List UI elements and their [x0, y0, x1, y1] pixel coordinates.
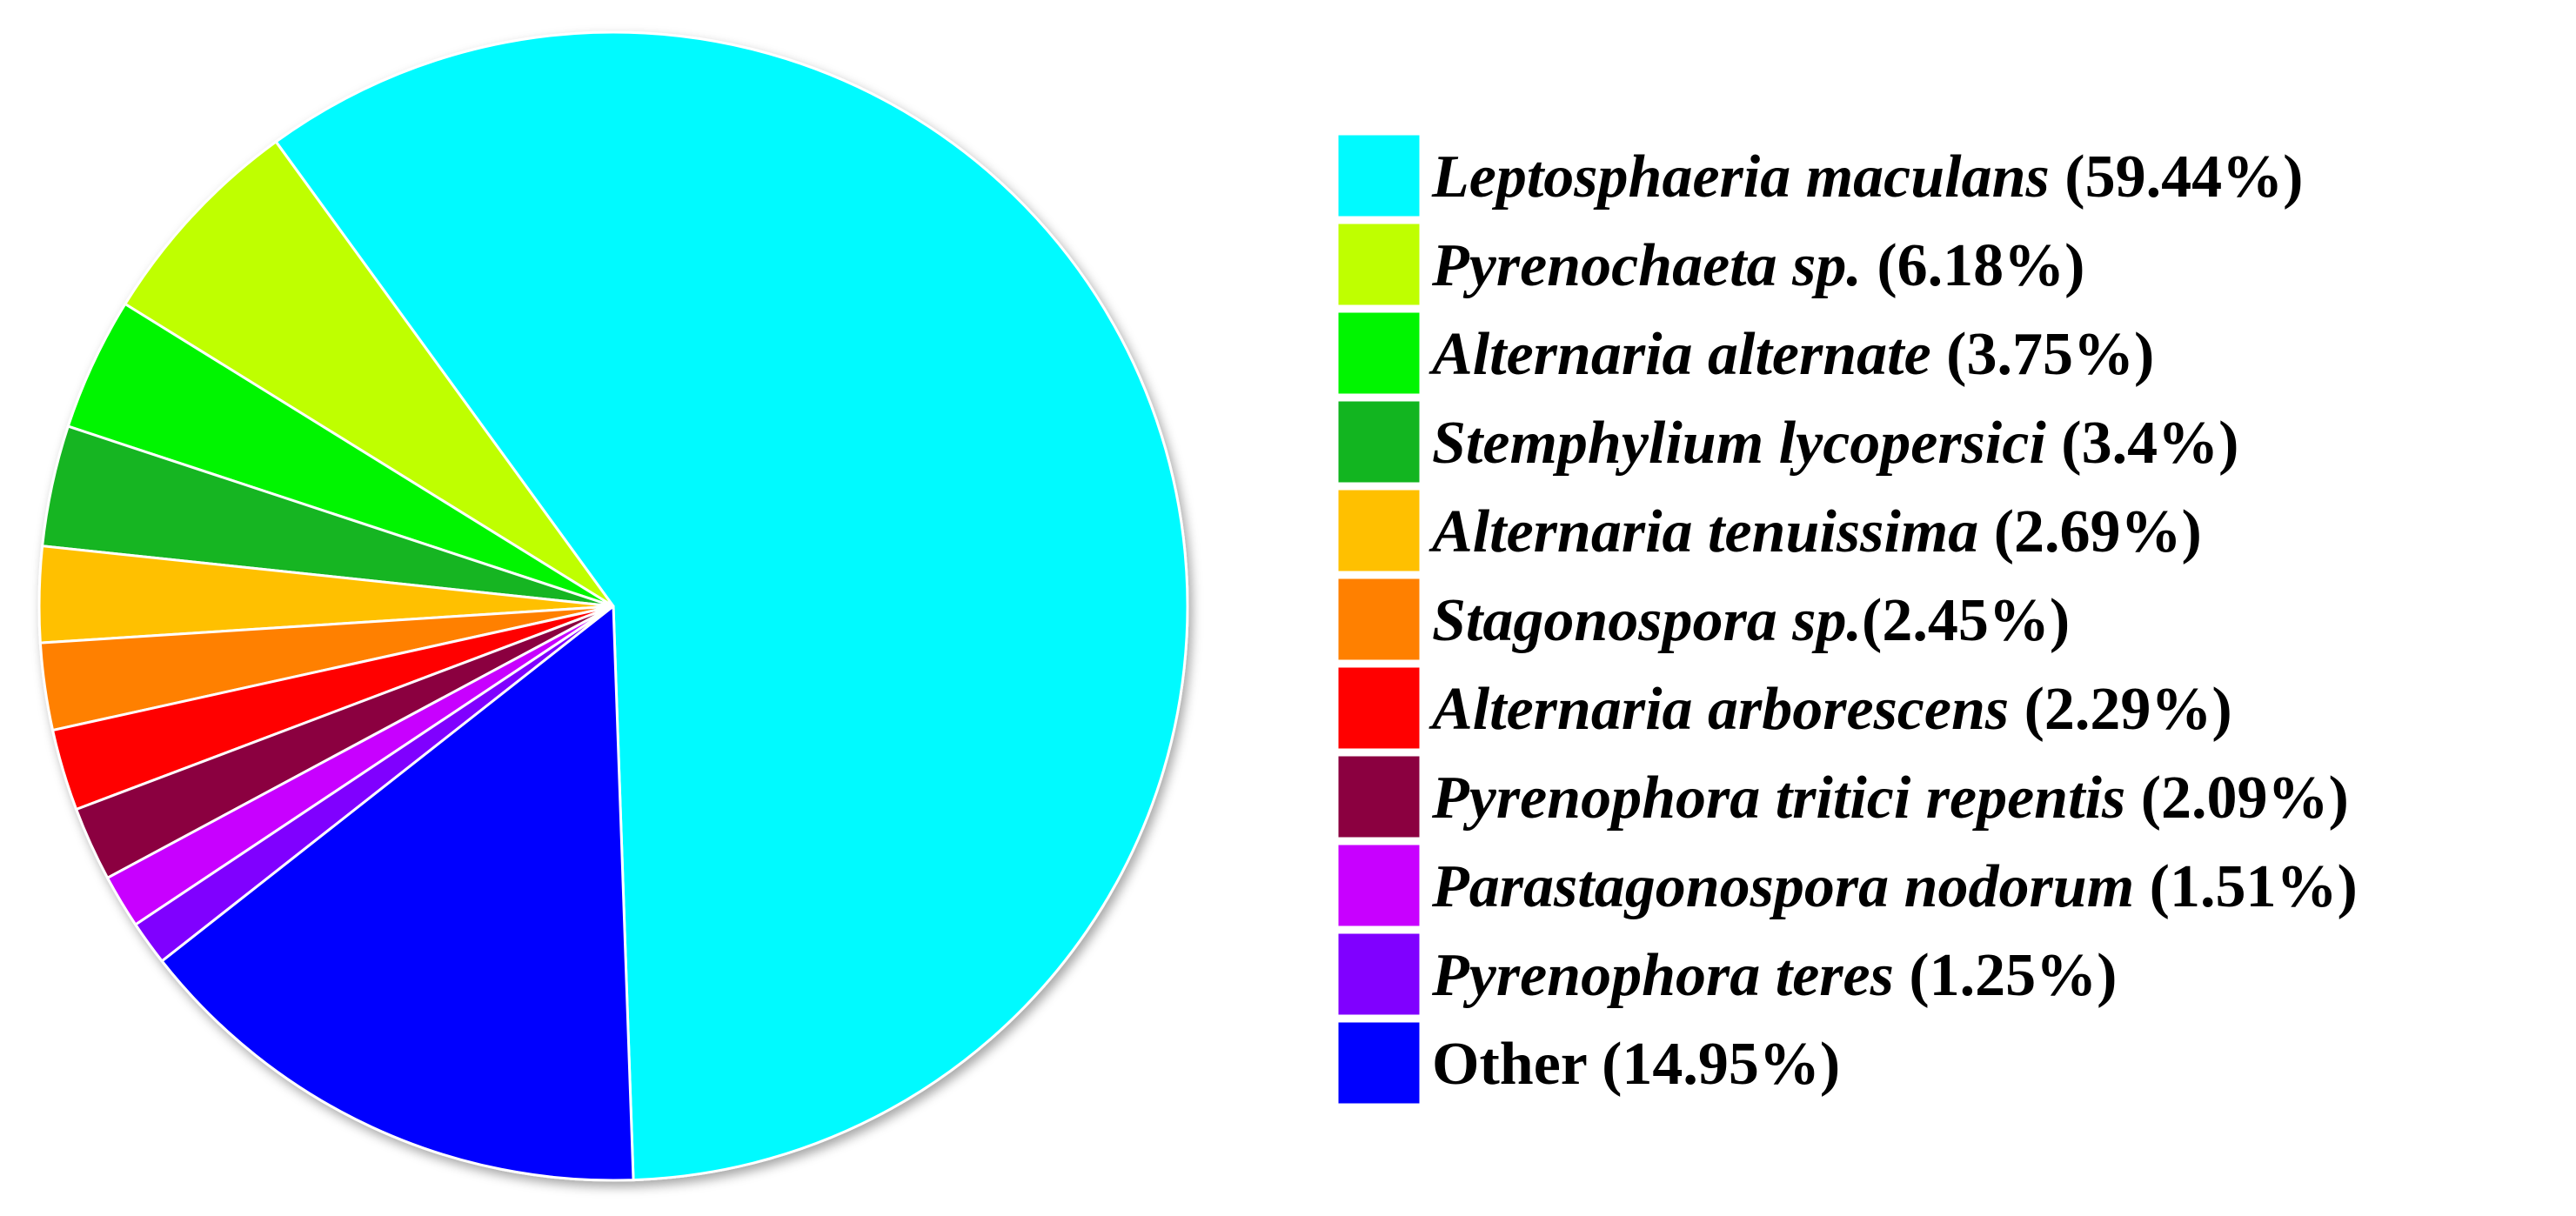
legend-percentage-1: (6.18%): [1862, 232, 2085, 299]
legend-percentage-0: (59.44%): [2050, 144, 2304, 210]
legend-species-name-4: Alternaria tenuissima: [1429, 498, 1978, 565]
legend-swatch-10: [1335, 1019, 1422, 1106]
legend-species-name-9: Pyrenophora teres: [1431, 942, 1894, 1009]
legend-swatch-6: [1335, 665, 1422, 752]
legend-label-0: Leptosphaeria maculans (59.44%): [1431, 144, 2303, 210]
legend-swatch-5: [1335, 576, 1422, 663]
legend-percentage-5: (2.45%): [1862, 587, 2070, 654]
legend-label-2: Alternaria alternate (3.75%): [1429, 321, 2154, 388]
legend-swatch-8: [1335, 842, 1422, 929]
legend-species-name-0: Leptosphaeria maculans: [1431, 144, 2050, 210]
legend-species-name-6: Alternaria arborescens: [1429, 676, 2009, 743]
pie-slice-0: [274, 30, 1189, 1182]
legend: Leptosphaeria maculans (59.44%) Pyrenocha…: [1335, 132, 2358, 1106]
legend-label-9: Pyrenophora teres (1.25%): [1431, 942, 2117, 1009]
legend-label-10: Other (14.95%): [1432, 1031, 1840, 1098]
legend-species-name-1: Pyrenochaeta sp.: [1431, 232, 1862, 299]
legend-swatch-9: [1335, 931, 1422, 1018]
legend-percentage-8: (1.51%): [2134, 853, 2358, 920]
pie-slices: [37, 30, 1189, 1182]
legend-swatch-4: [1335, 487, 1422, 574]
legend-percentage-4: (2.69%): [1978, 498, 2202, 565]
legend-percentage-3: (3.4%): [2046, 410, 2239, 477]
legend-label-7: Pyrenophora tritici repentis (2.09%): [1431, 765, 2349, 832]
legend-percentage-2: (3.75%): [1931, 321, 2155, 388]
legend-percentage-7: (2.09%): [2125, 765, 2349, 832]
legend-swatch-0: [1335, 132, 1422, 219]
legend-percentage-9: (1.25%): [1894, 942, 2118, 1009]
legend-swatch-2: [1335, 310, 1422, 397]
pie-slice-1: [124, 140, 615, 608]
legend-label-6: Alternaria arborescens (2.29%): [1429, 676, 2232, 743]
legend-swatch-7: [1335, 753, 1422, 840]
pie-slice-10: [160, 605, 635, 1182]
legend-swatch-1: [1335, 221, 1422, 308]
legend-percentage-6: (2.29%): [2009, 676, 2232, 743]
legend-species-name-2: Alternaria alternate: [1429, 321, 1931, 388]
legend-species-name-10: Other: [1432, 1031, 1587, 1098]
legend-label-5: Stagonospora sp.(2.45%): [1432, 587, 2070, 654]
legend-species-name-5: Stagonospora sp.: [1432, 587, 1862, 654]
legend-label-3: Stemphylium lycopersici (3.4%): [1432, 410, 2238, 477]
legend-swatch-3: [1335, 398, 1422, 485]
legend-label-4: Alternaria tenuissima (2.69%): [1429, 498, 2202, 565]
legend-label-8: Parastagonospora nodorum (1.51%): [1431, 853, 2358, 920]
legend-label-1: Pyrenochaeta sp. (6.18%): [1431, 232, 2084, 299]
legend-species-name-7: Pyrenophora tritici repentis: [1431, 765, 2125, 832]
legend-species-name-3: Stemphylium lycopersici: [1432, 410, 2046, 477]
legend-species-name-8: Parastagonospora nodorum: [1431, 853, 2134, 920]
legend-percentage-10: (14.95%): [1587, 1031, 1841, 1098]
